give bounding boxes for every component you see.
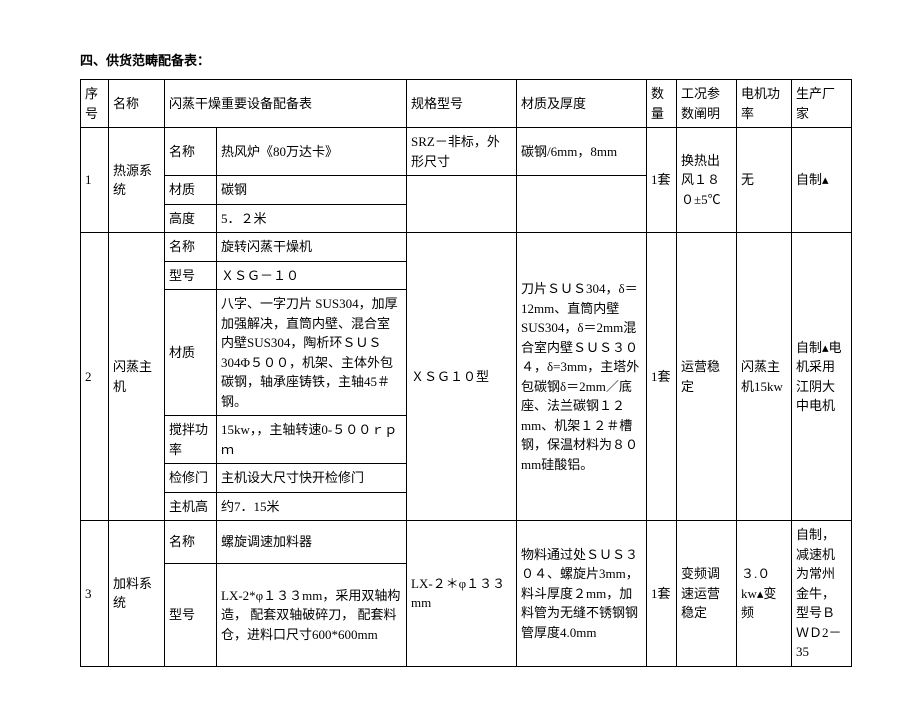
header-mfr: 生产厂家 bbox=[792, 80, 852, 128]
cell-material: 物料通过处ＳＵＳ３０４、螺旋片3mm，料斗厚度２mm，加料管为无缝不锈钢钢管厚度… bbox=[517, 521, 647, 667]
cell-value: 5．２米 bbox=[217, 204, 407, 233]
header-main: 闪蒸干燥重要设备配备表 bbox=[165, 80, 407, 128]
cell-mfr: 自制▴电机采用江阴大中电机 bbox=[792, 233, 852, 521]
cell-value: 八字、一字刀片 SUS304，加厚加强解决，直筒内壁、混合室内壁SUS304，陶… bbox=[217, 290, 407, 416]
cell-key: 材质 bbox=[165, 290, 217, 416]
cell-key: 材质 bbox=[165, 176, 217, 205]
cell-value: 约7．15米 bbox=[217, 492, 407, 521]
cell-mfr: 自制▴ bbox=[792, 128, 852, 233]
cell-spec: SRZ－非标，外形尺寸 bbox=[407, 128, 517, 176]
cell-seq: 3 bbox=[81, 521, 109, 667]
section-title: 四、供货范畴配备表： bbox=[80, 50, 840, 69]
cell-key: 高度 bbox=[165, 204, 217, 233]
cell-seq: 2 bbox=[81, 233, 109, 521]
cell-spec-empty bbox=[407, 176, 517, 233]
cell-power: 闪蒸主机15kw bbox=[737, 233, 792, 521]
cell-value: 15kw，，主轴转速0-５００ｒｐｍ bbox=[217, 416, 407, 464]
table-row: 1热源系统名称热风炉《80万达卡》SRZ－非标，外形尺寸碳钢/6mm，8mm1套… bbox=[81, 128, 852, 176]
cell-key: 搅拌功率 bbox=[165, 416, 217, 464]
cell-value: 碳钢 bbox=[217, 176, 407, 205]
cell-value: 主机设大尺寸快开检修门 bbox=[217, 464, 407, 493]
cell-material-empty bbox=[517, 176, 647, 233]
cell-qty: 1套 bbox=[647, 521, 677, 667]
cell-key: 名称 bbox=[165, 128, 217, 176]
header-spec: 规格型号 bbox=[407, 80, 517, 128]
cell-key: 名称 bbox=[165, 521, 217, 564]
cell-cond: 换热出风１８０±5℃ bbox=[677, 128, 737, 233]
equipment-table: 序号 名称 闪蒸干燥重要设备配备表 规格型号 材质及厚度 数量 工况参数阐明 电… bbox=[80, 79, 852, 667]
cell-material: 碳钢/6mm，8mm bbox=[517, 128, 647, 176]
cell-name: 加料系统 bbox=[109, 521, 165, 667]
cell-qty: 1套 bbox=[647, 233, 677, 521]
cell-spec: LX-２＊φ１３３mm bbox=[407, 521, 517, 667]
cell-qty: 1套 bbox=[647, 128, 677, 233]
cell-seq: 1 bbox=[81, 128, 109, 233]
cell-power: 无 bbox=[737, 128, 792, 233]
table-row: 2闪蒸主机名称旋转闪蒸干燥机ＸＳＧ１０型刀片ＳＵＳ304，δ＝12mm、直筒内壁… bbox=[81, 233, 852, 262]
cell-name: 热源系统 bbox=[109, 128, 165, 233]
cell-key: 检修门 bbox=[165, 464, 217, 493]
cell-key: 名称 bbox=[165, 233, 217, 262]
cell-value: ＸＳＧ－１０ bbox=[217, 261, 407, 290]
cell-material: 刀片ＳＵＳ304，δ＝12mm、直筒内壁SUS304，δ＝2mm混合室内壁ＳＵＳ… bbox=[517, 233, 647, 521]
cell-power: ３.０kw▴变频 bbox=[737, 521, 792, 667]
cell-spec: ＸＳＧ１０型 bbox=[407, 233, 517, 521]
cell-cond: 变频调速运营稳定 bbox=[677, 521, 737, 667]
header-material: 材质及厚度 bbox=[517, 80, 647, 128]
cell-mfr: 自制，减速机为常州金牛，型号ＢＷＤ2－35 bbox=[792, 521, 852, 667]
header-seq: 序号 bbox=[81, 80, 109, 128]
header-qty: 数量 bbox=[647, 80, 677, 128]
cell-key: 主机高 bbox=[165, 492, 217, 521]
cell-name: 闪蒸主机 bbox=[109, 233, 165, 521]
table-row: 3加料系统名称螺旋调速加料器LX-２＊φ１３３mm物料通过处ＳＵＳ３０４、螺旋片… bbox=[81, 521, 852, 564]
cell-key: 型号 bbox=[165, 261, 217, 290]
cell-value: 旋转闪蒸干燥机 bbox=[217, 233, 407, 262]
header-name: 名称 bbox=[109, 80, 165, 128]
cell-value: 螺旋调速加料器 bbox=[217, 521, 407, 564]
cell-cond: 运营稳定 bbox=[677, 233, 737, 521]
header-cond: 工况参数阐明 bbox=[677, 80, 737, 128]
cell-value: 热风炉《80万达卡》 bbox=[217, 128, 407, 176]
header-row: 序号 名称 闪蒸干燥重要设备配备表 规格型号 材质及厚度 数量 工况参数阐明 电… bbox=[81, 80, 852, 128]
header-power: 电机功率 bbox=[737, 80, 792, 128]
